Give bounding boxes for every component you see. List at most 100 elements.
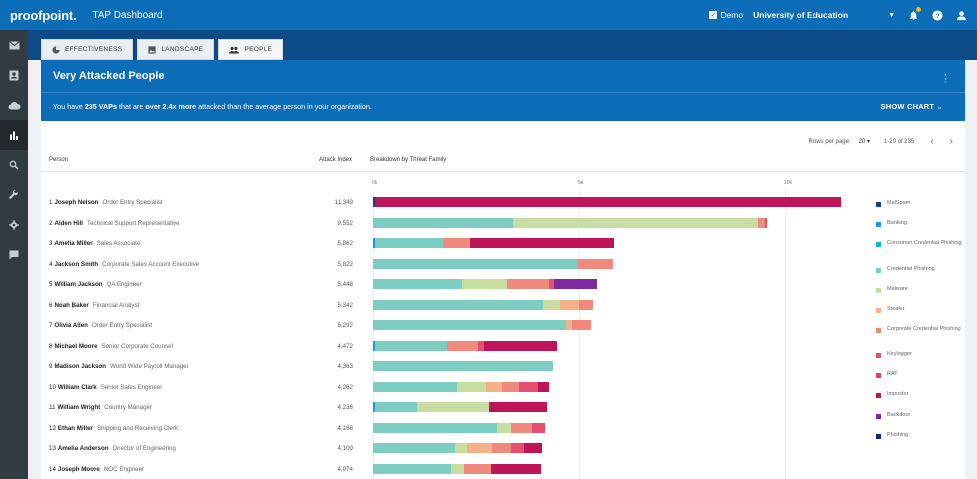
sidebar-item-contacts[interactable] xyxy=(0,60,28,90)
bar-segment-malware[interactable] xyxy=(451,463,465,474)
chevron-down-icon[interactable]: ▼ xyxy=(888,11,895,19)
sidebar-item-messages[interactable] xyxy=(0,30,28,60)
threat-breakdown-bar[interactable] xyxy=(373,258,613,269)
show-chart-button[interactable]: SHOW CHART ⌄ xyxy=(880,102,943,111)
legend-item[interactable]: Credential Phishing xyxy=(876,266,966,273)
table-row[interactable]: 12 Ethan Miller Shipping and Receiving Cle… xyxy=(41,419,965,439)
legend-item[interactable]: Impostor xyxy=(876,391,966,398)
person-name[interactable]: Jackson Smith xyxy=(54,260,99,268)
person-name[interactable]: William Jackson xyxy=(54,281,103,288)
threat-breakdown-bar[interactable] xyxy=(373,402,548,412)
table-row[interactable]: 3 Amelia Miller Sales Associate 5,862 xyxy=(41,234,965,254)
demo-checkbox[interactable]: ✓ xyxy=(709,11,718,19)
bar-segment-keylogger[interactable] xyxy=(511,443,524,453)
table-row[interactable]: 9 Madison Jackson World Wide Payroll Manag… xyxy=(41,357,965,377)
sidebar-item-cloud[interactable] xyxy=(0,90,28,120)
legend-item[interactable]: RAT xyxy=(876,371,966,378)
bar-segment-banking[interactable] xyxy=(373,402,376,412)
person-name[interactable]: Olivia Allen xyxy=(54,322,88,329)
bar-segment-malware[interactable] xyxy=(497,422,512,433)
bar-segment-banking[interactable] xyxy=(373,238,376,248)
bar-segment-keylogger[interactable] xyxy=(764,217,767,228)
bar-segment-keylogger[interactable] xyxy=(548,279,554,289)
sidebar-item-dashboard[interactable] xyxy=(0,120,28,150)
bar-segment-stealer[interactable] xyxy=(466,443,492,453)
tab-landscape[interactable]: LANDSCAPE xyxy=(137,39,215,60)
legend-item[interactable]: Stealer xyxy=(876,306,966,313)
threat-breakdown-bar[interactable] xyxy=(373,443,543,453)
bar-segment-malware[interactable] xyxy=(417,402,489,412)
bar-segment-credential-phishing[interactable] xyxy=(373,361,553,371)
person-name[interactable]: Joseph Moore xyxy=(57,465,100,473)
bar-segment-corporate-credential-phishing[interactable] xyxy=(578,299,594,310)
threat-breakdown-bar[interactable] xyxy=(373,238,615,248)
help-button[interactable]: ? xyxy=(931,9,943,21)
bar-segment-impostor[interactable] xyxy=(375,197,841,207)
prev-page-button[interactable]: ‹ xyxy=(930,136,934,147)
bar-segment-malware[interactable] xyxy=(461,279,507,289)
bar-segment-stealer[interactable] xyxy=(565,320,572,330)
bar-segment-corporate-credential-phishing[interactable] xyxy=(758,217,765,228)
bar-segment-corporate-credential-phishing[interactable] xyxy=(491,443,512,453)
table-row[interactable]: 2 Aiden Hill Technical Support Representat… xyxy=(41,214,965,234)
person-name[interactable]: Ethan Miller xyxy=(57,424,93,432)
table-row[interactable]: 1 Joseph Nelson Order Entry Specialist 11,3… xyxy=(41,193,965,213)
bar-segment-stealer[interactable] xyxy=(486,381,502,392)
legend-item[interactable]: Phishing xyxy=(876,432,966,439)
bar-segment-malware[interactable] xyxy=(542,299,561,310)
legend-item[interactable]: Backdoor xyxy=(876,412,966,419)
sidebar-item-settings[interactable] xyxy=(0,210,28,240)
threat-breakdown-bar[interactable] xyxy=(373,217,767,228)
table-row[interactable]: 10 William Clark Senior Sales Engineer 4,26… xyxy=(41,378,965,398)
legend-item[interactable]: Consumer Credential Phishing xyxy=(876,240,966,247)
table-row[interactable]: 8 Michael Moore Senior Corporate Counsel 4,… xyxy=(41,337,965,357)
person-name[interactable]: Michael Moore xyxy=(54,342,98,350)
bar-segment-corporate-credential-phishing[interactable] xyxy=(571,320,592,330)
bar-segment-credential-phishing[interactable] xyxy=(373,258,577,269)
threat-breakdown-bar[interactable] xyxy=(373,361,553,371)
bar-segment-corporate-credential-phishing[interactable] xyxy=(464,463,492,474)
table-row[interactable]: 4 Jackson Smith Corporate Sales Account Ex… xyxy=(41,255,965,275)
person-name[interactable]: William Clark xyxy=(57,383,97,391)
bar-segment-credential-phishing[interactable] xyxy=(373,217,514,228)
more-vertical-icon[interactable]: ⋮ xyxy=(940,73,951,85)
person-name[interactable]: Aiden Hill xyxy=(54,219,83,227)
table-row[interactable]: 5 William Jackson QA Engineer 5,448 xyxy=(41,275,965,295)
bar-segment-stealer[interactable] xyxy=(560,299,579,310)
header-person[interactable]: Person xyxy=(49,157,69,163)
bar-segment-malware[interactable] xyxy=(455,443,467,453)
bar-segment-credential-phishing[interactable] xyxy=(373,422,498,433)
bar-segment-credential-phishing[interactable] xyxy=(375,238,444,248)
bar-segment-impostor[interactable] xyxy=(484,340,558,351)
bar-segment-impostor[interactable] xyxy=(491,463,541,474)
legend-item[interactable]: Keylogger xyxy=(876,351,966,358)
account-button[interactable] xyxy=(955,9,967,21)
notifications-button[interactable] xyxy=(907,7,921,21)
bar-segment-credential-phishing[interactable] xyxy=(373,443,456,453)
org-selector[interactable]: University of Education xyxy=(753,10,849,20)
bar-segment-malspam[interactable] xyxy=(373,197,376,207)
table-row[interactable]: 11 William Wright Country Manager 4,236 xyxy=(41,398,965,418)
legend-item[interactable]: MalSpam xyxy=(876,200,966,207)
threat-breakdown-bar[interactable] xyxy=(373,197,841,207)
legend-item[interactable]: Corporate Credential Phishing xyxy=(876,326,966,333)
bar-segment-corporate-credential-phishing[interactable] xyxy=(576,258,613,269)
bar-segment-corporate-credential-phishing[interactable] xyxy=(447,340,478,351)
threat-breakdown-bar[interactable] xyxy=(373,381,549,392)
person-name[interactable]: William Wright xyxy=(57,404,101,411)
bar-segment-malware[interactable] xyxy=(513,217,759,228)
legend-item[interactable]: Banking xyxy=(876,220,966,227)
table-row[interactable]: 13 Amelia Anderson Director of Engineering… xyxy=(41,439,965,459)
table-row[interactable]: 14 Joseph Moore NOC Engineer 4,074 xyxy=(41,460,965,479)
tab-effectiveness[interactable]: EFFECTIVENESS xyxy=(41,39,134,60)
threat-breakdown-bar[interactable] xyxy=(373,299,594,310)
tab-people[interactable]: PEOPLE xyxy=(218,39,284,60)
bar-segment-malware[interactable] xyxy=(456,381,487,392)
threat-breakdown-bar[interactable] xyxy=(373,279,598,289)
brand-logo[interactable]: proofpoint. xyxy=(10,7,77,23)
bar-segment-credential-phishing[interactable] xyxy=(373,463,452,474)
rows-per-page-select[interactable]: 20 ▾ xyxy=(858,139,870,145)
next-page-button[interactable]: › xyxy=(949,136,953,147)
bar-segment-keylogger[interactable] xyxy=(477,340,485,351)
person-name[interactable]: Noah Baker xyxy=(54,301,89,309)
